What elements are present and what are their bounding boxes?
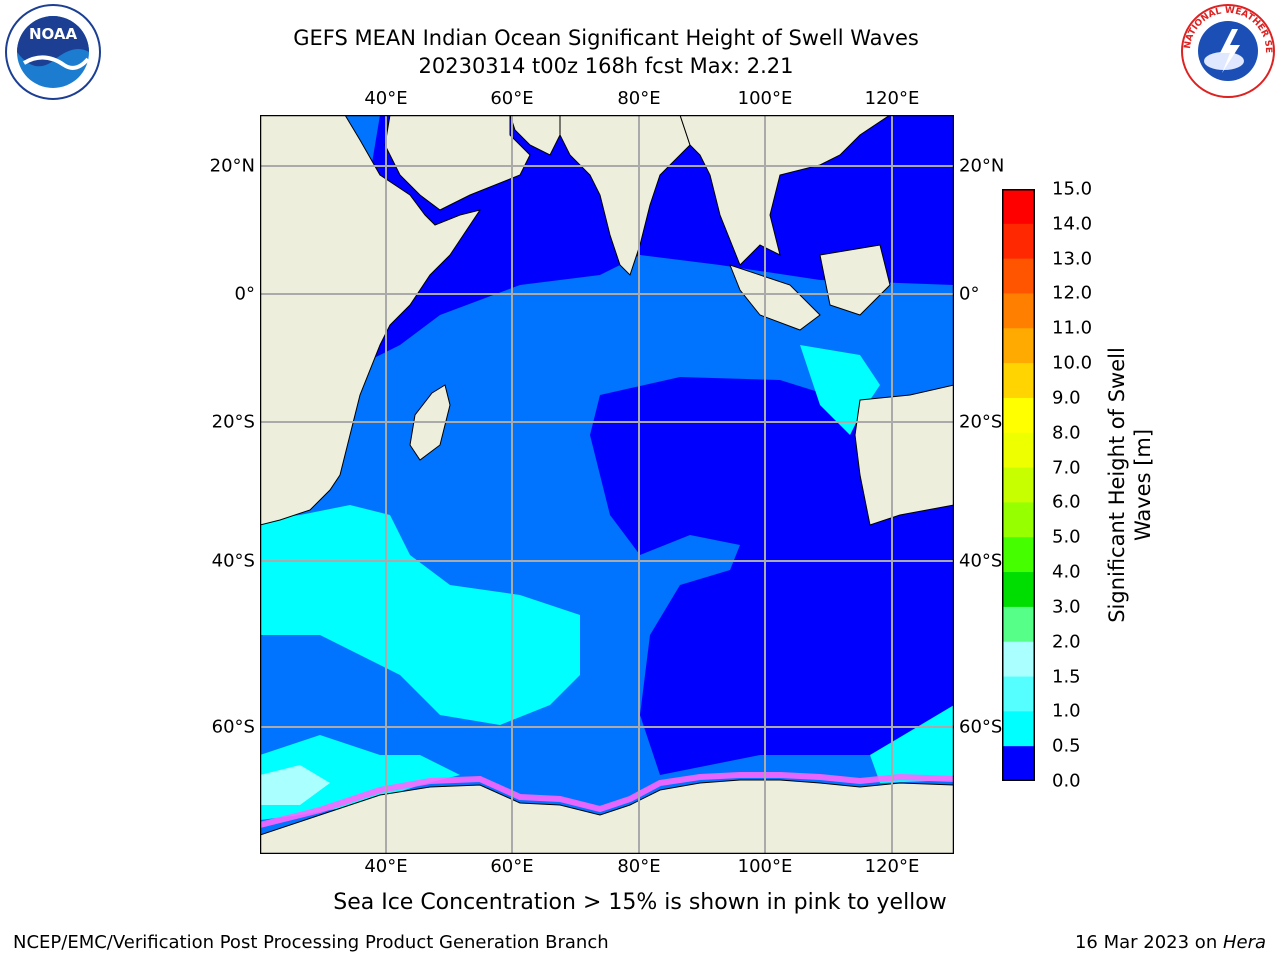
lon-tick-top-80e: 80°E <box>617 88 661 109</box>
colorbar-segment <box>1002 189 1035 225</box>
colorbar-tick-label: 7.0 <box>1052 457 1081 479</box>
colorbar <box>1002 189 1035 781</box>
lon-tick-bottom-60e: 60°E <box>490 856 534 877</box>
colorbar-segment <box>1002 258 1035 294</box>
footer-host: Hera <box>1222 932 1266 953</box>
lon-tick-bottom-40e: 40°E <box>364 856 408 877</box>
colorbar-segment <box>1002 711 1035 747</box>
colorbar-segment <box>1002 467 1035 503</box>
colorbar-segment <box>1002 606 1035 643</box>
footer-branch: NCEP/EMC/Verification Post Processing Pr… <box>13 932 609 953</box>
lat-tick-left-0: 0° <box>234 283 255 305</box>
noaa-logo: NOAA <box>4 3 102 101</box>
sea-ice-edge <box>260 772 954 828</box>
colorbar-segment <box>1002 223 1035 260</box>
colorbar-tick-label: 3.0 <box>1052 596 1081 618</box>
noaa-logo-text: NOAA <box>29 25 78 43</box>
colorbar-segment <box>1002 363 1035 399</box>
antarctica-landmass <box>260 779 954 854</box>
ocean-high-southwest <box>260 735 460 820</box>
colorbar-tick-label: 8.0 <box>1052 422 1081 444</box>
colorbar-tick-label: 0.0 <box>1052 770 1081 792</box>
lon-tick-bottom-80e: 80°E <box>617 856 661 877</box>
colorbar-segment <box>1002 432 1035 469</box>
lon-tick-top-40e: 40°E <box>364 88 408 109</box>
lat-tick-right-20s: 20°S <box>959 411 1003 433</box>
colorbar-tick-label: 1.0 <box>1052 700 1081 722</box>
persia-landmass <box>509 115 561 156</box>
colorbar-segment <box>1002 641 1035 678</box>
colorbar-tick-label: 12.0 <box>1052 282 1093 304</box>
colorbar-title-line2: Waves [m] <box>1131 428 1155 542</box>
colorbar-segment <box>1002 676 1035 712</box>
colorbar-tick-label: 9.0 <box>1052 387 1081 409</box>
ocean-highest-southwest <box>260 765 330 805</box>
lat-tick-right-40s: 40°S <box>959 550 1003 572</box>
map-gridlines <box>260 115 954 854</box>
colorbar-tick-label: 15.0 <box>1052 178 1093 200</box>
colorbar-tick-label: 13.0 <box>1052 248 1093 270</box>
colorbar-tick-label: 2.0 <box>1052 631 1081 653</box>
colorbar-segment <box>1002 537 1035 573</box>
southeast-asia-landmass <box>679 115 891 266</box>
lat-tick-left-20s: 20°S <box>211 411 255 433</box>
colorbar-segment <box>1002 502 1035 538</box>
lon-tick-top-100e: 100°E <box>737 88 793 109</box>
colorbar-title-line1: Significant Height of Swell <box>1105 347 1129 623</box>
lon-tick-top-60e: 60°E <box>490 88 534 109</box>
lat-tick-left-60s: 60°S <box>211 716 255 738</box>
lat-tick-right-60s: 60°S <box>959 716 1003 738</box>
colorbar-tick-label: 5.0 <box>1052 526 1081 548</box>
borneo-landmass <box>819 244 891 316</box>
colorbar-title: Significant Height of Swell Waves [m] <box>1104 347 1156 623</box>
lon-tick-top-120e: 120°E <box>864 88 920 109</box>
australia-landmass <box>854 384 954 526</box>
colorbar-segment <box>1002 572 1035 608</box>
colorbar-frame <box>1002 189 1035 781</box>
colorbar-tick-label: 14.0 <box>1052 213 1093 235</box>
colorbar-segment <box>1002 293 1035 329</box>
colorbar-segment <box>1002 328 1035 364</box>
map-subtitle: 20230314 t00z 168h fcst Max: 2.21 <box>418 54 794 78</box>
colorbar-segment <box>1002 397 1035 434</box>
colorbar-tick-label: 1.5 <box>1052 666 1081 688</box>
colorbar-tick-label: 0.5 <box>1052 735 1081 757</box>
swell-height-map <box>260 115 954 854</box>
colorbar-tick-label: 10.0 <box>1052 352 1093 374</box>
sumatra-landmass <box>729 264 821 331</box>
lat-tick-left-40s: 40°S <box>211 550 255 572</box>
map-title: GEFS MEAN Indian Ocean Significant Heigh… <box>293 26 919 50</box>
lat-tick-right-20n: 20°N <box>959 155 1005 177</box>
colorbar-segment <box>1002 746 1035 781</box>
sea-ice-caption: Sea Ice Concentration > 15% is shown in … <box>333 890 947 915</box>
lat-tick-right-0: 0° <box>959 283 980 305</box>
colorbar-tick-label: 11.0 <box>1052 317 1093 339</box>
nws-logo: NATIONAL WEATHER SERVICE <box>1177 0 1276 99</box>
footer-date: 16 Mar 2023 on Hera <box>1075 932 1266 953</box>
lon-tick-bottom-100e: 100°E <box>737 856 793 877</box>
colorbar-tick-label: 4.0 <box>1052 561 1081 583</box>
lon-tick-bottom-120e: 120°E <box>864 856 920 877</box>
india-landmass <box>559 115 691 276</box>
footer-date-text: 16 Mar 2023 on <box>1074 932 1223 953</box>
colorbar-tick-label: 6.0 <box>1052 491 1081 513</box>
lat-tick-left-20n: 20°N <box>209 155 255 177</box>
map-frame <box>260 115 954 854</box>
